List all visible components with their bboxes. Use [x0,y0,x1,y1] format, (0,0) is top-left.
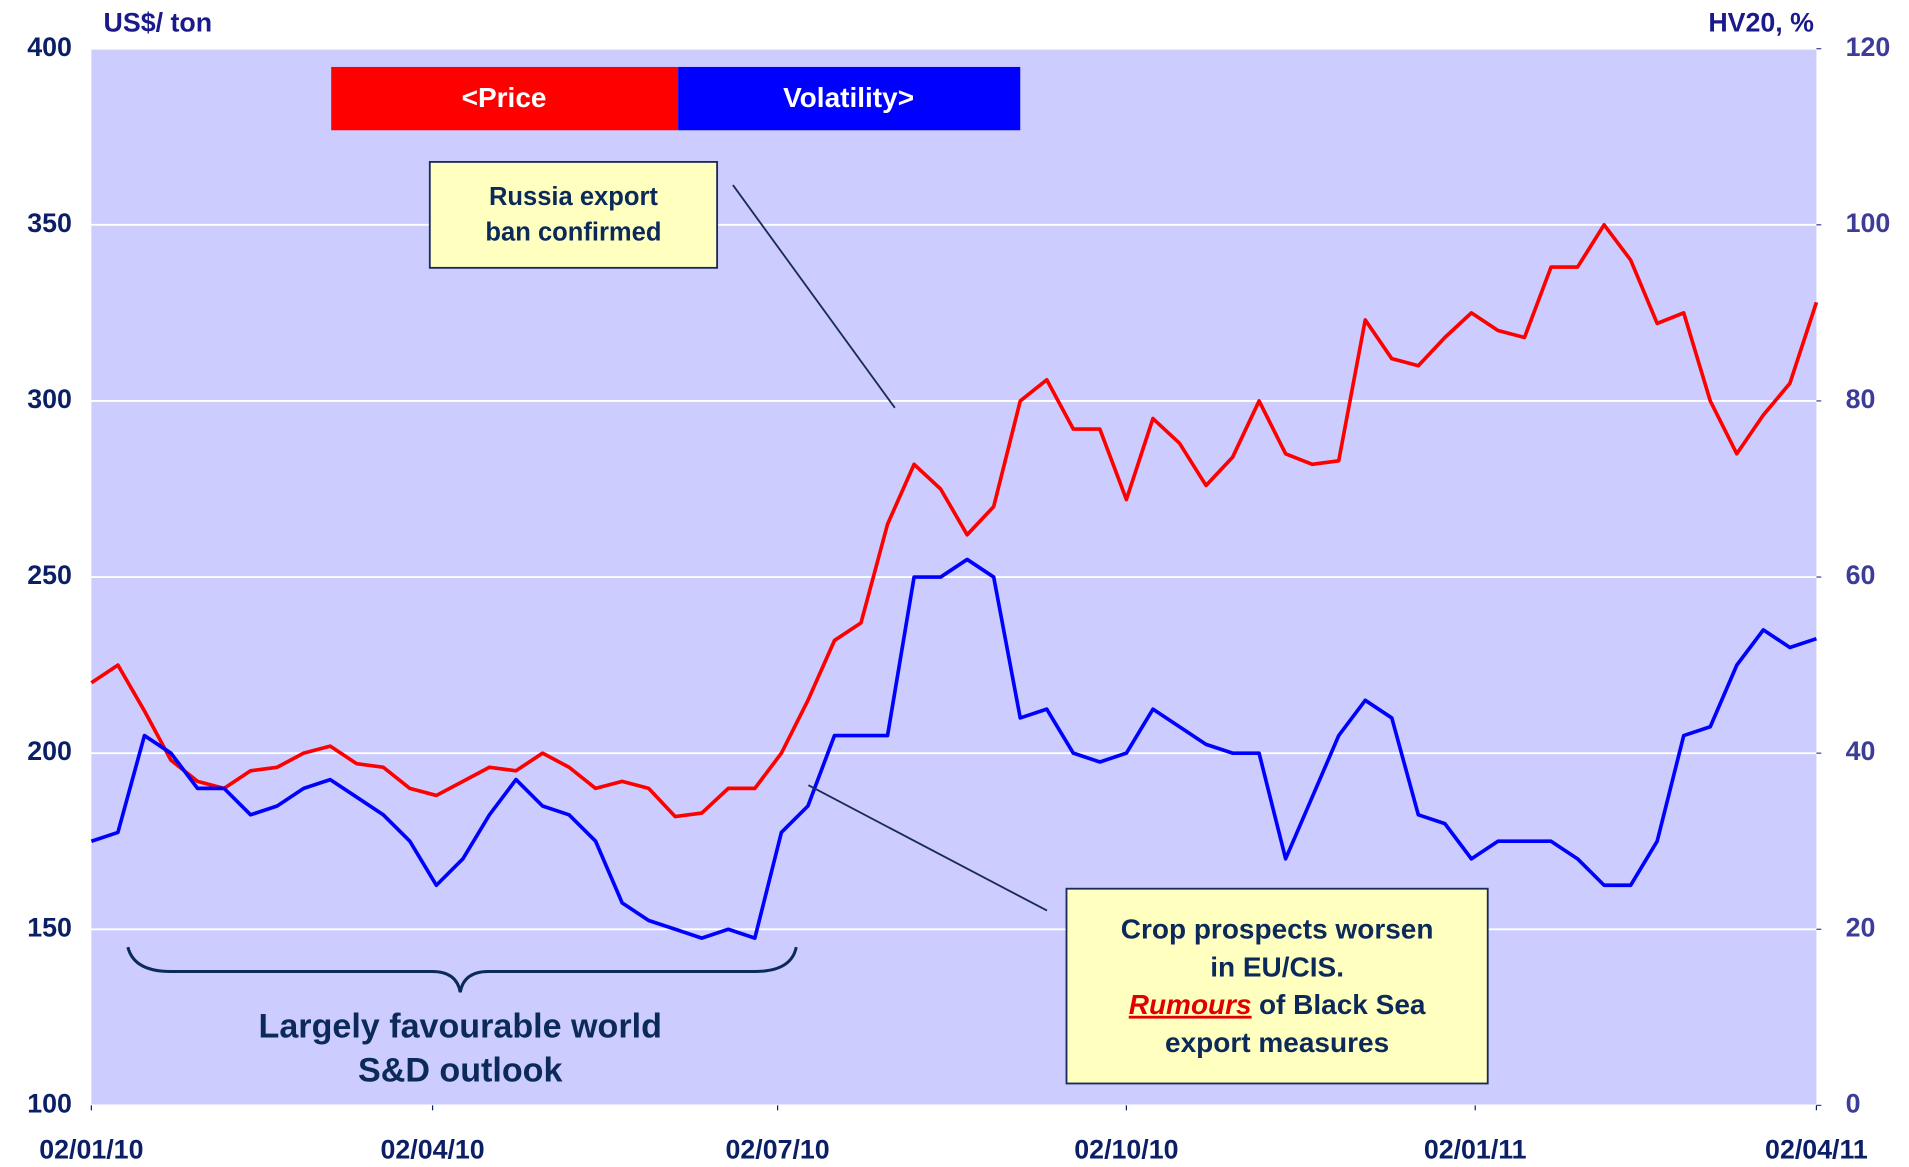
x-tick-label: 02/01/10 [39,1135,143,1165]
y-axis-label: US$/ ton [104,7,213,37]
annotation-text: Largely favourable world [259,1008,662,1046]
annotation-text: Crop prospects worsen [1121,914,1434,945]
y-tick-label: 400 [27,32,72,62]
annotation-box [1065,887,1489,1085]
y2-axis-label: HV20, % [1708,7,1814,37]
annotation-text: of Black Sea [1259,989,1426,1020]
annotation-text: Rumours of Black Sea [1129,989,1426,1020]
annotation-emphasis: Rumours [1129,989,1252,1020]
y2-tick-label: 100 [1846,208,1891,238]
annotation-text: export measures [1165,1027,1389,1058]
y2-tick-label: 40 [1846,736,1876,766]
y-tick-label: 300 [27,384,72,414]
y-tick-label: 250 [27,560,72,590]
legend-label: Volatility> [783,82,914,113]
y2-tick-label: 80 [1846,384,1876,414]
y2-tick-label: 120 [1846,32,1891,62]
y2-tick-label: 0 [1846,1088,1861,1118]
x-tick-label: 02/10/10 [1074,1135,1178,1165]
y-tick-label: 350 [27,208,72,238]
leader-line [732,184,896,409]
leader-line [807,784,1048,912]
y2-tick-label: 20 [1846,912,1876,942]
series-line [90,557,1817,940]
series-line [90,222,1819,819]
x-tick-label: 02/04/11 [1765,1135,1868,1165]
x-tick-label: 02/01/11 [1424,1135,1527,1165]
annotation-text: in EU/CIS. [1210,951,1344,982]
annotation-box [428,161,719,269]
y-tick-label: 100 [27,1088,72,1118]
y2-tick-label: 60 [1846,560,1876,590]
y-tick-label: 200 [27,736,72,766]
legend-volatility-box [678,66,1021,131]
y-tick-label: 150 [27,912,72,942]
annotation-text: S&D outlook [358,1052,562,1090]
annotation-text: Russia export [489,183,658,211]
legend-label: <Price [462,82,547,113]
x-tick-label: 02/07/10 [726,1135,830,1165]
annotation-text: ban confirmed [485,218,661,246]
brace [126,946,798,993]
legend-price-box [331,66,679,131]
x-tick-label: 02/04/10 [380,1135,484,1165]
